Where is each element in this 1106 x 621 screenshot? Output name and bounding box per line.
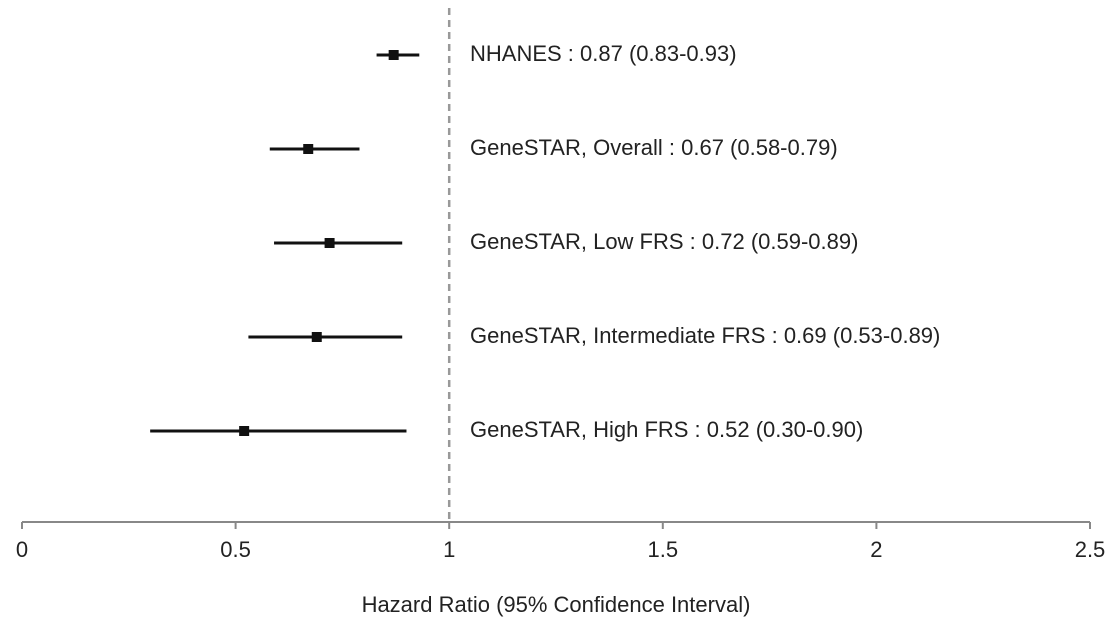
row-label: GeneSTAR, Overall : 0.67 (0.58-0.79) [470,135,838,160]
x-tick-label: 2.5 [1075,537,1106,562]
row-label: GeneSTAR, Low FRS : 0.72 (0.59-0.89) [470,229,858,254]
row-label: GeneSTAR, Intermediate FRS : 0.69 (0.53-… [470,323,940,348]
point-estimate [324,238,335,248]
point-estimate [388,50,399,60]
point-estimate [303,144,314,154]
x-tick-label: 1 [443,537,455,562]
x-tick-label: 1.5 [648,537,679,562]
row-label: GeneSTAR, High FRS : 0.52 (0.30-0.90) [470,417,863,442]
x-axis-title: Hazard Ratio (95% Confidence Interval) [362,592,751,617]
x-tick-label: 0 [16,537,28,562]
point-estimate [239,426,250,436]
row-label: NHANES : 0.87 (0.83-0.93) [470,41,737,66]
point-estimate [311,332,322,342]
x-tick-label: 0.5 [220,537,251,562]
x-tick-label: 2 [870,537,882,562]
